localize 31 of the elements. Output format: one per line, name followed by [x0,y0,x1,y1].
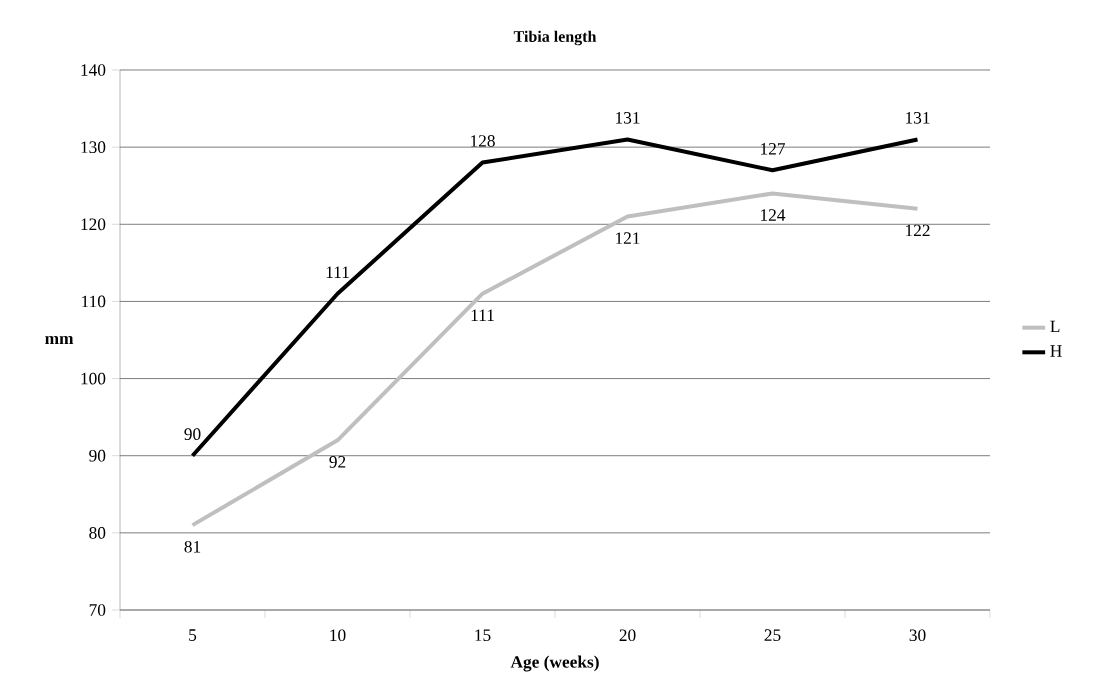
y-tick-label: 80 [89,527,106,539]
y-tick-label: 100 [81,372,106,385]
x-tick-label: 30 [909,629,926,642]
data-label: 122 [906,224,930,237]
x-tick-label: 10 [330,629,346,642]
data-label: 111 [326,266,349,278]
y-axis-title: mm [45,335,74,345]
y-tick-label: 110 [82,295,106,308]
data-label: 81 [184,540,201,553]
data-label: 92 [329,456,346,468]
y-tick-label: 120 [81,218,106,231]
y-tick-label: 140 [81,64,106,76]
data-label: 128 [471,135,495,147]
chart-title: Tibia length [513,30,597,46]
x-axis-title: Age (weeks) [510,655,599,672]
data-label: 131 [906,112,930,124]
legend-label: H [1050,345,1062,357]
data-label: 131 [616,112,640,124]
x-tick-label: 15 [475,629,491,641]
data-label: 127 [761,143,786,155]
legend-label: L [1050,320,1060,333]
data-label: 124 [761,209,786,221]
y-tick-label: 90 [89,449,106,462]
x-tick-label: 25 [764,629,781,642]
y-tick-label: 130 [81,141,106,153]
x-tick-label: 20 [619,629,636,642]
data-label: 90 [184,428,201,440]
data-label: 121 [616,232,640,244]
y-tick-label: 70 [89,604,106,616]
data-label: 111 [471,309,494,321]
x-tick-label: 5 [189,629,197,641]
